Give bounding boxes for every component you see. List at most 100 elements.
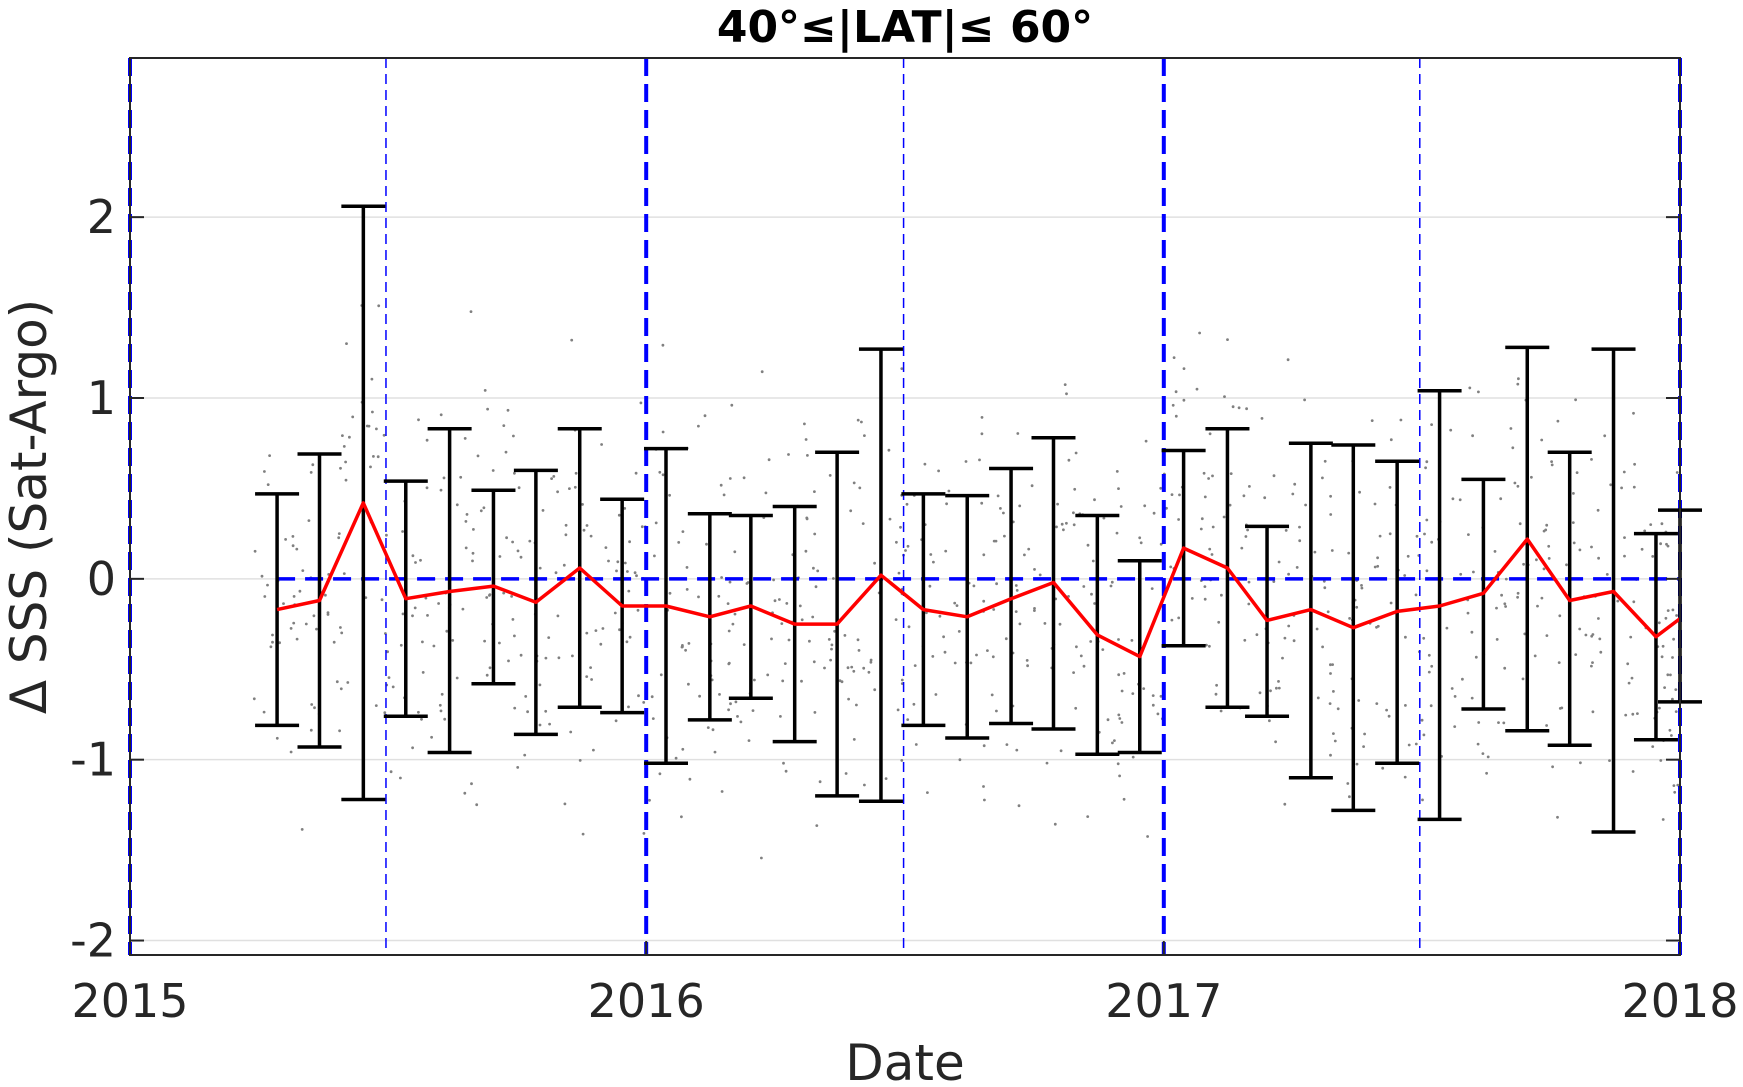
scatter-point	[324, 593, 327, 597]
scatter-point	[313, 706, 316, 710]
scatter-point	[1027, 547, 1031, 551]
scatter-point	[470, 782, 473, 786]
scatter-point	[1091, 559, 1095, 563]
scatter-point	[627, 589, 631, 593]
scatter-point	[1547, 557, 1551, 560]
scatter-point	[511, 618, 515, 621]
scatter-point	[727, 708, 730, 712]
scatter-point	[1182, 367, 1186, 370]
mean-line	[276, 501, 1682, 659]
scatter-point	[1272, 580, 1276, 583]
scatter-point	[1072, 523, 1076, 527]
scatter-point	[674, 756, 678, 760]
scatter-point	[326, 611, 330, 614]
scatter-point	[1018, 504, 1022, 508]
scatter-point	[782, 761, 785, 765]
scatter-point	[1477, 721, 1481, 724]
scatter-point	[1015, 589, 1019, 592]
scatter-point	[944, 549, 948, 553]
scatter-point	[440, 692, 444, 696]
scatter-point	[1671, 697, 1674, 701]
scatter-point	[1286, 358, 1290, 362]
scatter-point	[1323, 586, 1327, 590]
scatter-point	[860, 420, 863, 424]
scatter-point	[1669, 673, 1672, 677]
scatter-point	[498, 641, 501, 645]
scatter-point	[1211, 525, 1215, 529]
scatter-point	[651, 717, 655, 720]
scatter-point	[1550, 460, 1553, 463]
scatter-point	[295, 637, 299, 641]
scatter-point	[464, 520, 468, 523]
scatter-point	[897, 571, 901, 575]
scatter-point	[1375, 702, 1379, 705]
scatter-point	[1277, 560, 1281, 564]
scatter-point	[1421, 798, 1424, 802]
scatter-point	[1328, 702, 1332, 705]
scatter-point	[1651, 745, 1655, 748]
scatter-point	[1378, 534, 1382, 538]
scatter-point	[623, 507, 627, 510]
scatter-point	[896, 708, 900, 712]
scatter-point	[1476, 742, 1480, 746]
scatter-point	[1467, 533, 1470, 536]
scatter-point	[526, 710, 529, 714]
scatter-point	[852, 669, 856, 673]
scatter-point	[340, 631, 344, 635]
scatter-point	[1329, 513, 1333, 516]
scatter-point	[1144, 439, 1148, 443]
y-tick-label: 0	[87, 552, 116, 606]
scatter-point	[1177, 518, 1180, 521]
scatter-point	[1671, 608, 1675, 612]
scatter-point	[339, 466, 342, 470]
scatter-point	[623, 561, 627, 565]
scatter-point	[787, 638, 791, 642]
scatter-point	[1516, 382, 1520, 386]
scatter-point	[337, 536, 341, 540]
scatter-point	[304, 622, 308, 626]
scatter-point	[830, 647, 833, 651]
scatter-point	[411, 554, 415, 558]
scatter-point	[982, 744, 986, 748]
scatter-point	[564, 523, 568, 527]
scatter-point	[767, 458, 771, 462]
scatter-point	[585, 524, 589, 527]
scatter-point	[1533, 654, 1537, 658]
scatter-point	[1110, 580, 1114, 584]
scatter-point	[513, 634, 516, 638]
scatter-point	[253, 549, 257, 553]
scatter-point	[341, 434, 344, 437]
scatter-point	[1109, 584, 1113, 588]
scatter-point	[1120, 689, 1124, 693]
scatter-point	[1115, 531, 1119, 535]
scatter-point	[557, 656, 561, 660]
scatter-point	[1117, 638, 1120, 641]
scatter-point	[364, 596, 368, 599]
scatter-point	[677, 541, 681, 544]
scatter-point	[488, 593, 492, 596]
scatter-point	[411, 614, 414, 618]
scatter-point	[346, 681, 350, 684]
scatter-point	[833, 629, 836, 633]
scatter-point	[1203, 597, 1207, 601]
scatter-point	[581, 503, 584, 506]
scatter-point	[849, 509, 853, 513]
scatter-point	[1329, 663, 1332, 667]
scatter-point	[443, 717, 447, 721]
scatter-point	[1072, 511, 1075, 515]
scatter-point	[995, 709, 998, 713]
scatter-point	[1090, 592, 1093, 596]
scatter-point	[1406, 554, 1410, 558]
scatter-point	[370, 377, 374, 381]
scatter-point	[1330, 549, 1334, 552]
x-tick-label: 2018	[1621, 974, 1738, 1028]
scatter-point	[1316, 696, 1320, 700]
scatter-point	[1177, 616, 1181, 620]
scatter-point	[813, 532, 817, 536]
scatter-point	[1326, 610, 1330, 614]
scatter-point	[451, 639, 455, 642]
scatter-point	[1172, 356, 1176, 359]
scatter-point	[1551, 765, 1554, 769]
scatter-point	[726, 602, 730, 605]
scatter-point	[1321, 476, 1324, 480]
